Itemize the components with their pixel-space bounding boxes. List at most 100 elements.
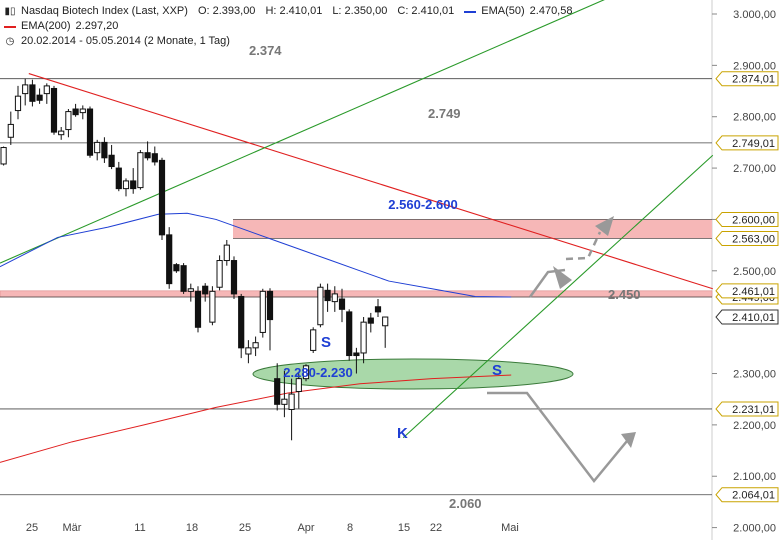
candle-up xyxy=(360,321,367,354)
y-tick-label: 2.800,00 xyxy=(733,112,776,124)
legend-ema200-row: EMA(200) 2.297,20 xyxy=(4,19,572,34)
candle-down xyxy=(72,108,79,116)
candle-down xyxy=(353,352,360,357)
candle-up xyxy=(58,130,65,136)
price-box-frame xyxy=(715,309,779,325)
y-tick-label: 2.200,00 xyxy=(733,420,776,432)
candle-up xyxy=(382,316,389,327)
price-box-frame xyxy=(715,71,779,87)
close-value: C: 2.410,01 xyxy=(397,5,455,17)
x-tick-label: 25 xyxy=(239,522,251,534)
y-tick-label: 2.500,00 xyxy=(733,266,776,278)
candle-up xyxy=(209,290,216,323)
open-value: O: 2.393,00 xyxy=(197,5,256,17)
x-tick-label: Mär xyxy=(63,522,82,534)
ema200-label: EMA(200) xyxy=(21,20,71,32)
candle-up xyxy=(7,123,14,138)
ema50-swatch xyxy=(464,10,477,13)
candle-down xyxy=(115,167,122,190)
price-box-label: 2.600,00 xyxy=(732,214,775,226)
x-tick-label: 18 xyxy=(186,522,198,534)
candle-up xyxy=(14,95,22,112)
candle-up xyxy=(122,180,130,190)
y-tick-label: 3.000,00 xyxy=(733,9,776,21)
ema200-value: 2.297,20 xyxy=(75,20,119,32)
chart-legend: ▮▯ Nasdaq Biotech Index (Last, XXP) O: 2… xyxy=(4,4,572,49)
price-box-frame xyxy=(715,135,779,151)
candle-up xyxy=(295,378,302,392)
candle-down xyxy=(151,153,158,163)
candle-up xyxy=(252,342,259,349)
candle-down xyxy=(202,285,209,295)
candle-up xyxy=(317,286,324,326)
x-tick-label: 8 xyxy=(347,522,353,534)
annotation-2374: 2.374 xyxy=(249,43,282,58)
annotation-2060: 2.060 xyxy=(449,496,482,511)
pivot-zone xyxy=(0,290,713,298)
price-box-frame xyxy=(715,283,779,299)
candle-down xyxy=(166,234,173,285)
resistance-zone xyxy=(233,219,712,239)
candle-down xyxy=(338,298,346,310)
price-box-2.231,01: 2.231,01 xyxy=(715,401,779,417)
clock-icon: ◷ xyxy=(5,36,15,47)
candle-up xyxy=(137,152,144,189)
y-tick-label: 2.900,00 xyxy=(733,60,776,72)
candle-up xyxy=(65,111,72,131)
candle-up xyxy=(216,260,223,288)
candle-down xyxy=(173,264,180,272)
candle-down xyxy=(130,180,137,190)
instrument-title: Nasdaq Biotech Index (Last, XXP) xyxy=(21,5,188,17)
price-box-label: 2.064,01 xyxy=(732,490,775,502)
x-tick-label: 15 xyxy=(398,522,410,534)
candle-up xyxy=(79,108,86,114)
y-tick-label: 2.300,00 xyxy=(733,369,776,381)
candle-down xyxy=(50,87,58,133)
candle-down xyxy=(274,378,281,405)
price-box-2.410,01: 2.410,01 xyxy=(715,309,779,325)
price-box-2.563,00: 2.563,00 xyxy=(715,230,779,246)
candle-down xyxy=(230,260,238,295)
downtrend-line xyxy=(28,73,713,290)
x-tick-label: 22 xyxy=(430,522,442,534)
candle-up xyxy=(223,244,230,262)
projection-arrow-head-1 xyxy=(553,266,572,289)
uptrend-long-line xyxy=(0,0,605,264)
price-box-label: 2.749,01 xyxy=(732,138,775,150)
candle-down xyxy=(367,317,374,324)
projection-path-down xyxy=(487,391,628,484)
candlestick-icon: ▮▯ xyxy=(4,6,16,17)
candle-up xyxy=(310,329,317,351)
price-box-label: 2.410,01 xyxy=(732,312,775,324)
ema200-swatch xyxy=(4,25,16,28)
candle-up xyxy=(281,398,288,405)
candle-down xyxy=(346,311,353,357)
candle-down xyxy=(324,289,331,302)
candle-up xyxy=(22,84,29,95)
price-box-label: 2.461,01 xyxy=(732,286,775,298)
x-tick-label: 25 xyxy=(26,522,38,534)
projection-arrow-head-3 xyxy=(621,432,636,448)
ema50-value: 2.470,58 xyxy=(529,5,573,17)
projection-path-dashed xyxy=(565,231,602,261)
candle-up xyxy=(0,147,7,165)
price-box-frame xyxy=(715,487,779,503)
candle-down xyxy=(36,94,43,101)
shoulder-left-label: S xyxy=(321,334,331,351)
head-label: K xyxy=(397,425,408,442)
price-box-frame xyxy=(715,230,779,246)
price-box-2.874,01: 2.874,01 xyxy=(715,71,779,87)
candle-down xyxy=(108,154,115,168)
candle-up xyxy=(43,85,50,95)
candle-down xyxy=(158,159,166,236)
candle-up xyxy=(245,347,252,355)
x-tick-label: Mai xyxy=(501,522,519,534)
candle-up xyxy=(94,141,101,154)
shoulder-right-label: S xyxy=(492,362,502,379)
candle-down xyxy=(29,84,36,102)
y-tick-label: 2.000,00 xyxy=(733,523,776,535)
x-tick-label: Apr xyxy=(297,522,314,534)
price-box-2.749,01: 2.749,01 xyxy=(715,135,779,151)
annotation-2450: 2.450 xyxy=(608,287,641,302)
